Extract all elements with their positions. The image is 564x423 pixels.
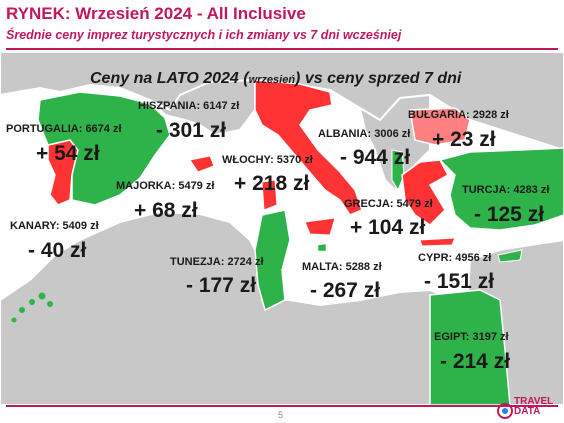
logo-text-travel: TRAVEL: [514, 396, 554, 407]
change-kanary: - 40 zł: [28, 239, 87, 262]
label-cypr: CYPR: 4956 zł: [418, 252, 492, 264]
region-sardynia: [261, 179, 278, 211]
label-majorka: MAJORKA: 5479 zł: [116, 180, 215, 192]
region-grecja: [401, 159, 450, 226]
region-egipt: [429, 289, 511, 405]
label-kanary: KANARY: 5409 zł: [10, 220, 99, 232]
region-albania: [391, 149, 405, 192]
region-malta: [317, 243, 327, 252]
change-albania: - 944 zł: [340, 146, 411, 169]
change-majorka: + 68 zł: [134, 199, 198, 222]
slide-subtitle: Średnie ceny imprez turystycznych i ich …: [6, 28, 402, 42]
label-grecja: GRECJA: 5479 zł: [344, 198, 433, 210]
region-sycylia: [304, 217, 336, 236]
mediterranean-map: [0, 52, 564, 405]
change-tunezja: - 177 zł: [186, 274, 257, 297]
map-heading: Ceny na LATO 2024 (wrzesień) vs ceny spr…: [90, 70, 461, 88]
header-divider: [6, 48, 558, 50]
slide-title: RYNEK: Wrzesień 2024 - All Inclusive: [6, 4, 306, 23]
change-grecja: + 104 zł: [350, 216, 426, 239]
region-bulgaria: [409, 107, 471, 146]
region-majorka: [189, 155, 215, 173]
change-cypr: - 151 zł: [424, 270, 495, 293]
change-wlochy: + 218 zł: [234, 172, 310, 195]
label-turcja: TURCJA: 4283 zł: [462, 184, 550, 196]
map-heading-month: wrzesień: [248, 74, 296, 86]
change-egipt: - 214 zł: [440, 350, 511, 373]
region-turcja: [438, 147, 564, 231]
label-egipt: EGIPT: 3197 zł: [434, 331, 509, 343]
region-kreta: [419, 237, 456, 247]
change-bulgaria: + 23 zł: [432, 128, 496, 151]
change-turcja: - 125 zł: [474, 203, 545, 226]
page-number: 5: [278, 410, 284, 420]
label-malta: MALTA: 5288 zł: [302, 261, 382, 273]
land-france: [149, 78, 256, 137]
region-wlochy: [254, 79, 363, 216]
region-hiszpania: [37, 91, 171, 206]
label-bulgaria: BUŁGARIA: 2928 zł: [408, 109, 509, 121]
travel-data-logo-icon: [497, 403, 513, 419]
change-malta: - 267 zł: [310, 279, 381, 302]
map-heading-part2: ) vs ceny sprzed 7 dni: [295, 70, 462, 87]
region-cypr: [497, 249, 523, 263]
logo-text-data: DATA: [514, 406, 541, 417]
change-portugalia: + 54 zł: [36, 142, 100, 165]
map-heading-part1: Ceny na LATO 2024 (: [90, 70, 249, 87]
label-portugalia: PORTUGALIA: 6674 zł: [6, 123, 122, 135]
label-wlochy: WŁOCHY: 5370 zł: [222, 154, 313, 166]
region-kanary: [11, 292, 53, 323]
footer-divider: [6, 405, 558, 407]
change-hiszpania: - 301 zł: [156, 119, 227, 142]
region-tunezja: [254, 209, 291, 312]
label-albania: ALBANIA: 3006 zł: [318, 128, 411, 140]
label-tunezja: TUNEZJA: 2724 zł: [170, 256, 264, 268]
label-hiszpania: HISZPANIA: 6147 zł: [138, 100, 240, 112]
